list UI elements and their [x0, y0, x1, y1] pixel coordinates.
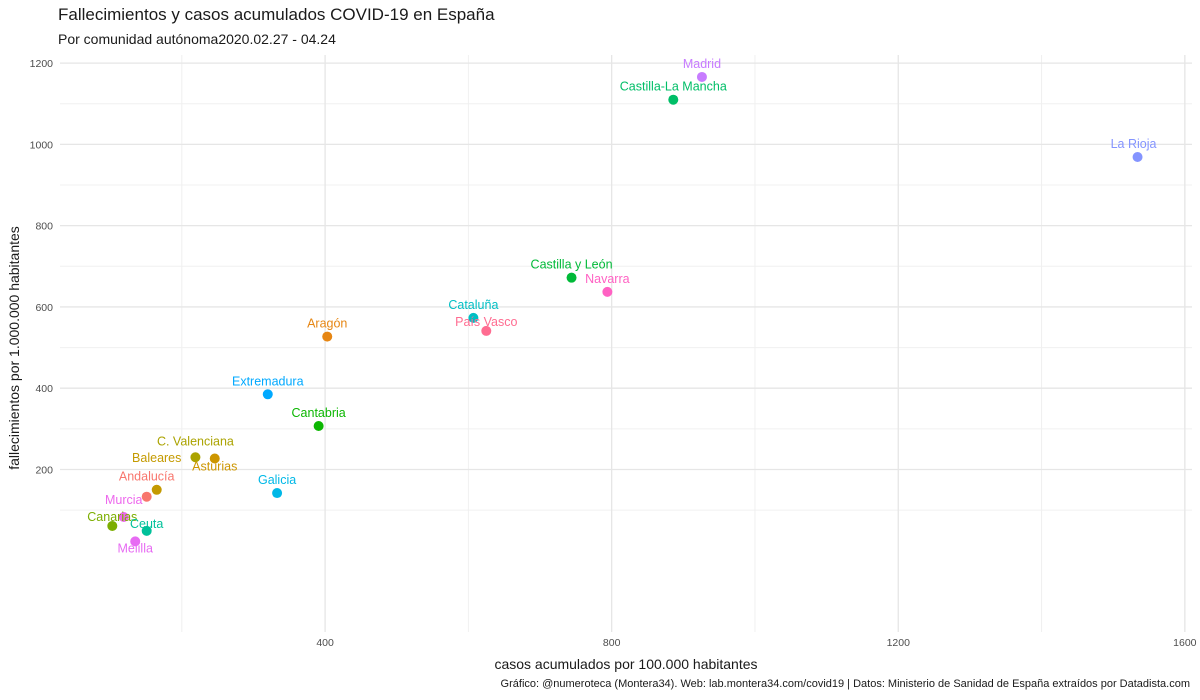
x-tick-label: 400 [316, 637, 334, 649]
y-tick-label: 400 [35, 383, 53, 395]
data-point [151, 484, 162, 495]
data-label: Madrid [683, 57, 721, 71]
data-label: Galicia [258, 473, 296, 487]
data-label: Murcia [105, 493, 143, 507]
data-point [272, 488, 283, 499]
data-label: Extremadura [232, 374, 304, 388]
grid-major [60, 55, 1192, 632]
y-tick-label: 800 [35, 221, 53, 233]
data-label: C. Valenciana [157, 434, 234, 448]
chart-subtitle: Por comunidad autónoma2020.02.27 - 04.24 [58, 31, 336, 47]
data-point [130, 536, 141, 547]
data-label: Asturias [192, 459, 237, 473]
data-label: Canarias [87, 510, 137, 524]
data-label: Navarra [585, 272, 630, 286]
data-point [566, 272, 577, 283]
data-label: Cataluña [448, 298, 498, 312]
data-label: Cantabria [292, 406, 346, 420]
data-label: Ceuta [130, 517, 163, 531]
data-label: Andalucía [119, 470, 175, 484]
data-label: Castilla y León [531, 258, 613, 272]
chart-title: Fallecimientos y casos acumulados COVID-… [58, 5, 495, 24]
data-point [141, 525, 152, 536]
x-tick-label: 800 [603, 637, 621, 649]
grid-minor [60, 55, 1192, 632]
data-point [209, 453, 220, 464]
y-tick-label: 600 [35, 302, 53, 314]
x-axis-ticks: 400 800 1200 1600 [316, 637, 1196, 649]
data-label: País Vasco [455, 315, 517, 329]
data-point [602, 286, 613, 297]
data-label: Aragón [307, 317, 347, 331]
data-label: La Rioja [1111, 137, 1157, 151]
y-axis-ticks: 200 400 600 800 1000 1200 [30, 58, 54, 476]
data-label: Baleares [132, 451, 181, 465]
y-axis-label: fallecimientos por 1.000.000 habitantes [6, 226, 22, 470]
data-point [668, 94, 679, 105]
data-label: Castilla-La Mancha [620, 80, 727, 94]
data-point [141, 491, 152, 502]
data-point [262, 389, 273, 400]
y-tick-label: 1200 [30, 58, 54, 70]
chart-caption: Gráfico: @numeroteca (Montera34). Web: l… [500, 678, 1190, 690]
data-point [190, 452, 201, 463]
data-points [107, 71, 1143, 547]
data-point [322, 331, 333, 342]
y-tick-label: 200 [35, 464, 53, 476]
data-point [313, 420, 324, 431]
data-point [468, 312, 479, 323]
x-axis-label: casos acumulados por 100.000 habitantes [494, 656, 757, 672]
data-labels: Madrid Castilla-La Mancha La Rioja Castilla… [87, 57, 1156, 555]
data-label: Melilla [118, 541, 153, 555]
data-point [696, 71, 707, 82]
x-tick-label: 1200 [887, 637, 911, 649]
data-point [118, 512, 129, 523]
data-point [107, 520, 118, 531]
data-point [481, 325, 492, 336]
x-tick-label: 1600 [1173, 637, 1197, 649]
data-point [1132, 151, 1143, 162]
y-tick-label: 1000 [30, 139, 54, 151]
